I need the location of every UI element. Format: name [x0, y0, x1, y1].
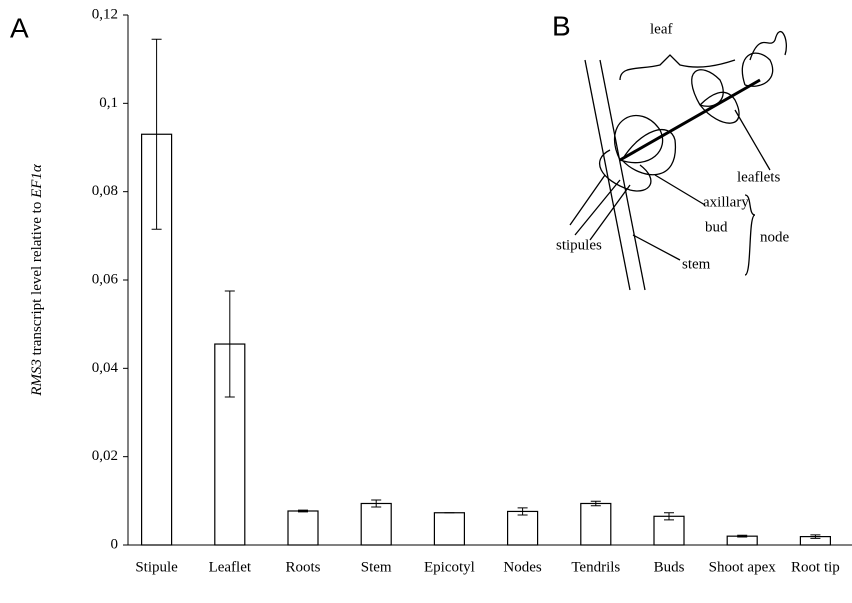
inset-label: stipules	[556, 237, 602, 253]
error-bar	[590, 500, 601, 507]
x-tick-label: Roots	[285, 559, 320, 575]
bar	[433, 512, 465, 546]
bar	[360, 502, 392, 546]
bar	[507, 510, 539, 546]
inset-label: leaflets	[737, 169, 780, 185]
panel-label: B	[552, 10, 571, 41]
error-bar	[224, 290, 235, 398]
error-bar	[298, 509, 308, 513]
bar	[287, 510, 319, 546]
inset-label: node	[760, 229, 790, 245]
y-tick-label: 0,02	[92, 448, 118, 464]
inset-label: stem	[682, 256, 711, 272]
x-tick-label: Stipule	[135, 559, 178, 575]
error-bar	[664, 512, 674, 521]
error-bar	[737, 534, 748, 538]
y-axis-label: RMS3 transcript level relative to EF1α	[29, 163, 45, 397]
inset-label: axillary	[703, 194, 749, 210]
x-tick-label: Shoot apex	[709, 559, 777, 575]
y-tick-label: 0,08	[92, 183, 118, 199]
x-tick-label: Epicotyl	[424, 559, 475, 575]
y-tick-label: 0,1	[99, 95, 118, 111]
error-bar	[371, 499, 382, 508]
y-axis-label-part: transcript level relative to	[29, 198, 45, 359]
y-axis-label-part: RMS3	[29, 359, 45, 397]
panel-label: A	[10, 12, 29, 43]
bar	[653, 515, 685, 546]
x-tick-label: Stem	[361, 559, 392, 575]
x-tick-label: Leaflet	[209, 559, 252, 575]
x-tick-label: Buds	[654, 559, 685, 575]
y-tick-label: 0,04	[92, 360, 119, 376]
bar	[580, 502, 612, 546]
error-bar	[810, 534, 821, 539]
y-tick-label: 0,12	[92, 6, 118, 22]
x-tick-label: Tendrils	[571, 559, 620, 575]
x-tick-label: Root tip	[791, 559, 840, 575]
x-tick-label: Nodes	[503, 559, 541, 575]
plant-diagram	[569, 31, 787, 291]
y-tick-label: 0	[111, 536, 119, 552]
y-axis-label-part: EF1α	[29, 163, 45, 199]
error-bar	[151, 38, 162, 230]
inset-label: bud	[705, 219, 728, 235]
y-tick-label: 0,06	[92, 271, 119, 287]
inset-label: leaf	[650, 21, 672, 37]
error-bar	[517, 507, 528, 516]
